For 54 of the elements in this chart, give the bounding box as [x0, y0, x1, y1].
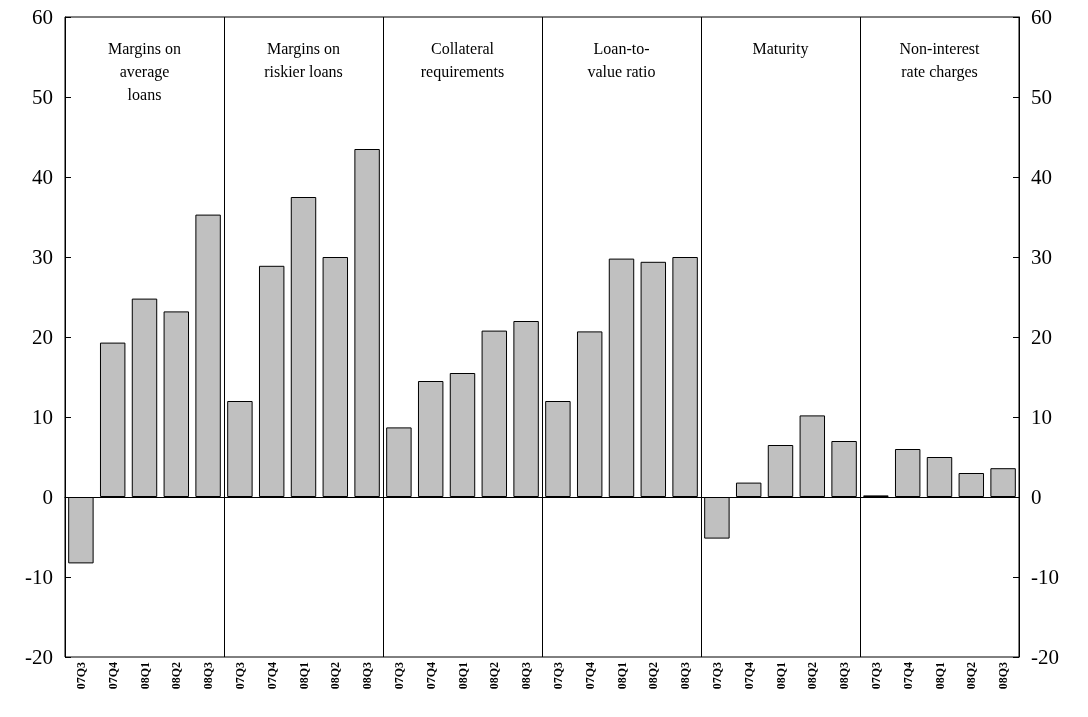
- annotation: Maturity: [752, 40, 809, 58]
- x-tick-label: 08Q3: [837, 662, 852, 690]
- x-tick-label: 07Q3: [391, 662, 406, 690]
- x-tick-label: 08Q3: [360, 662, 375, 690]
- y2-tick-label: -20: [1031, 645, 1059, 669]
- y-tick-label: 30: [32, 245, 53, 269]
- y2-tick-label: 50: [1031, 85, 1052, 109]
- x-tick-label: 08Q2: [487, 662, 502, 690]
- y-tick-label: 40: [32, 165, 53, 189]
- x-tick-label: 08Q1: [614, 662, 629, 690]
- x-tick-label: 08Q3: [201, 662, 216, 690]
- y-tick-label: -20: [25, 645, 53, 669]
- x-tick-label: 07Q4: [741, 662, 756, 690]
- x-tick-label: 08Q2: [328, 662, 343, 690]
- x-tick-label: 07Q4: [105, 662, 120, 690]
- x-tick-label: 08Q3: [519, 662, 534, 690]
- x-tick-label: 07Q4: [900, 662, 915, 690]
- x-tick-label: 08Q1: [932, 662, 947, 690]
- x-tick-label: 08Q3: [678, 662, 693, 690]
- x-tick-label: 08Q1: [296, 662, 311, 690]
- x-tick-label: 08Q1: [137, 662, 152, 690]
- x-tick-label: 08Q2: [964, 662, 979, 690]
- x-tick-label: 08Q2: [805, 662, 820, 690]
- x-tick-label: 07Q3: [550, 662, 565, 690]
- y-tick-label: 60: [32, 5, 53, 29]
- annotation: Loan-to- value ratio: [587, 40, 656, 80]
- x-tick-label: 07Q4: [264, 662, 279, 690]
- x-tick-label: 07Q3: [73, 662, 88, 690]
- annotation: Margins on average loans: [107, 40, 182, 103]
- y2-tick-label: 10: [1031, 405, 1052, 429]
- x-tick-label: 08Q3: [996, 662, 1011, 690]
- y-tick-label: 20: [32, 325, 53, 349]
- x-tick-label: 07Q4: [582, 662, 597, 690]
- annotation: Non-interest rate charges: [899, 40, 981, 81]
- x-tick-label: 07Q3: [232, 662, 247, 690]
- x-tick-label: 08Q2: [646, 662, 661, 690]
- x-tick-label: 08Q2: [169, 662, 184, 690]
- x-tick-label: 07Q3: [868, 662, 883, 690]
- y2-tick-label: 30: [1031, 245, 1052, 269]
- y2-tick-label: 20: [1031, 325, 1052, 349]
- y-tick-label: 10: [32, 405, 53, 429]
- x-tick-label: 07Q3: [709, 662, 724, 690]
- y2-tick-label: 60: [1031, 5, 1052, 29]
- y2-tick-label: 40: [1031, 165, 1052, 189]
- annotation: Collateral requirements: [420, 40, 505, 81]
- x-tick-label: 08Q1: [773, 662, 788, 690]
- y2-tick-label: 0: [1031, 485, 1042, 509]
- y2-tick-label: -10: [1031, 565, 1059, 589]
- x-tick-label: 08Q1: [455, 662, 470, 690]
- y-tick-label: 0: [42, 485, 53, 509]
- y-tick-label: -10: [25, 565, 53, 589]
- annotation: Margins on riskier loans: [264, 40, 343, 80]
- x-tick-label: 07Q4: [423, 662, 438, 690]
- y-tick-label: 50: [32, 85, 53, 109]
